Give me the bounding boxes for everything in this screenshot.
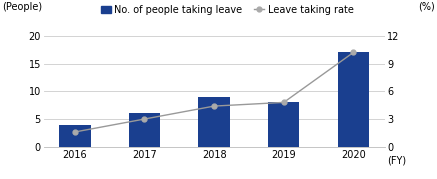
- Legend: No. of people taking leave, Leave taking rate: No. of people taking leave, Leave taking…: [101, 5, 354, 15]
- Bar: [198, 97, 230, 147]
- Bar: [338, 52, 369, 147]
- Bar: [129, 113, 160, 147]
- Text: (%): (%): [418, 2, 435, 12]
- Bar: [268, 102, 299, 147]
- Text: (People): (People): [2, 2, 42, 12]
- Bar: [59, 125, 90, 147]
- Text: (FY): (FY): [387, 156, 406, 166]
